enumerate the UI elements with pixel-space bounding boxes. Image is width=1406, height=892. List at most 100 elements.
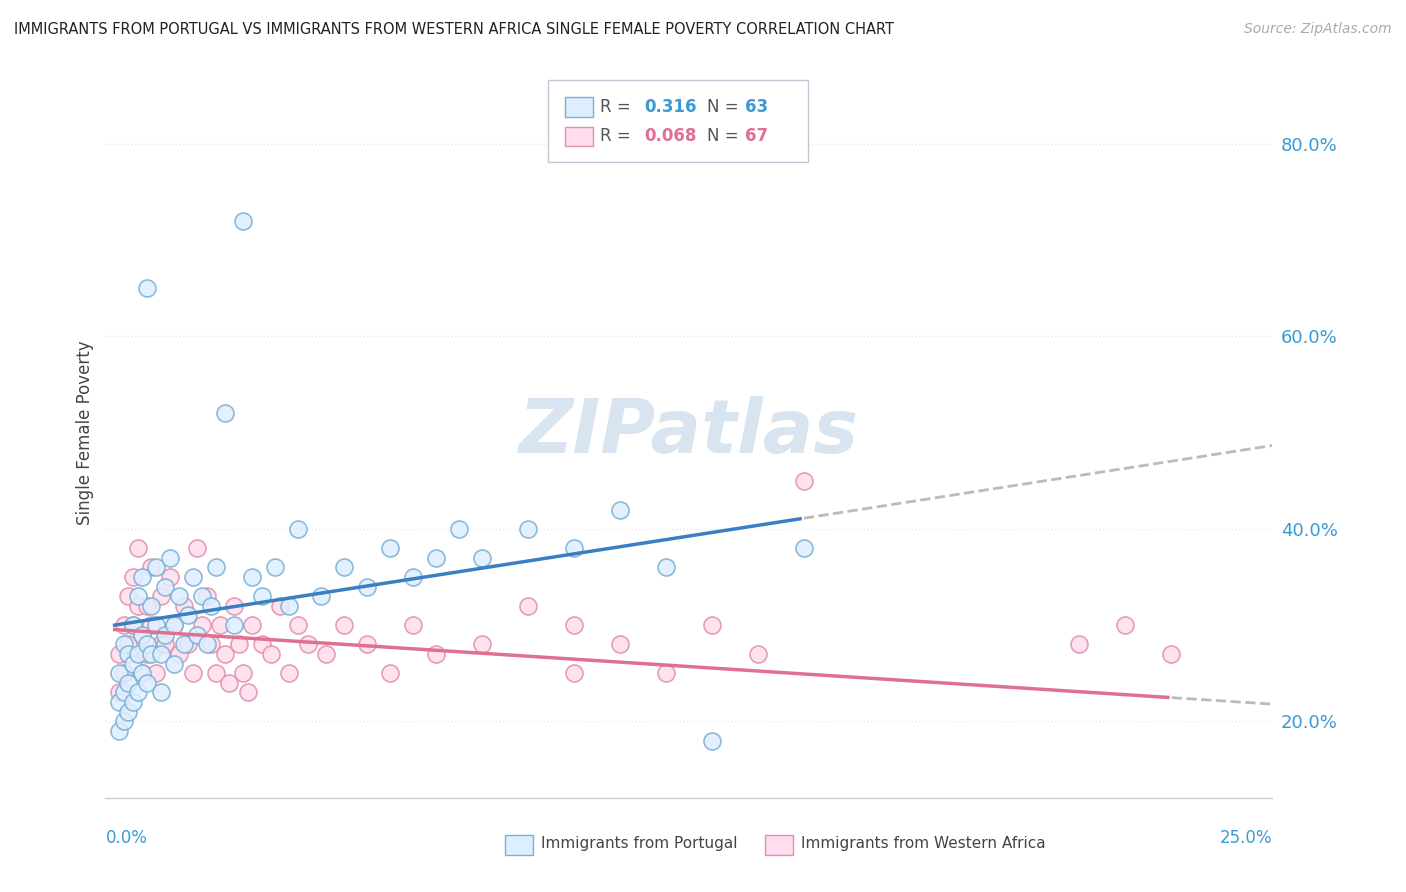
Point	[333, 618, 356, 632]
Point	[141, 647, 163, 661]
Point	[108, 666, 131, 681]
Text: 0.0%: 0.0%	[105, 830, 148, 847]
Point	[195, 637, 218, 651]
Point	[311, 589, 333, 603]
Point	[153, 580, 176, 594]
Point	[122, 618, 145, 632]
Point	[153, 628, 176, 642]
Point	[209, 618, 232, 632]
Point	[425, 550, 447, 565]
Point	[356, 580, 378, 594]
Point	[135, 599, 157, 613]
Point	[117, 637, 139, 651]
Point	[145, 618, 167, 632]
Point	[149, 647, 172, 661]
Point	[159, 550, 181, 565]
Point	[108, 685, 131, 699]
Text: ZIPatlas: ZIPatlas	[519, 396, 859, 469]
Point	[191, 589, 214, 603]
Point	[127, 541, 149, 555]
Point	[305, 811, 328, 825]
Text: N =: N =	[707, 98, 744, 116]
Point	[260, 647, 283, 661]
Text: 67: 67	[745, 128, 768, 145]
Point	[380, 666, 402, 681]
Point	[159, 570, 181, 584]
Point	[186, 628, 208, 642]
Point	[173, 637, 195, 651]
Point	[112, 618, 135, 632]
Point	[131, 666, 153, 681]
Point	[700, 618, 723, 632]
Point	[402, 570, 425, 584]
Point	[122, 570, 145, 584]
Point	[145, 560, 167, 574]
Point	[141, 599, 163, 613]
Point	[517, 599, 540, 613]
Text: 25.0%: 25.0%	[1220, 830, 1272, 847]
Point	[108, 695, 131, 709]
Point	[517, 522, 540, 536]
Point	[122, 618, 145, 632]
Point	[191, 618, 214, 632]
Point	[1160, 647, 1182, 661]
Point	[700, 733, 723, 747]
Point	[112, 637, 135, 651]
Y-axis label: Single Female Poverty: Single Female Poverty	[76, 341, 94, 524]
Text: 0.068: 0.068	[644, 128, 696, 145]
Point	[131, 666, 153, 681]
Point	[402, 618, 425, 632]
Point	[278, 666, 301, 681]
Point	[135, 281, 157, 295]
Point	[1022, 811, 1045, 825]
Point	[112, 666, 135, 681]
Point	[177, 637, 200, 651]
Point	[269, 599, 291, 613]
Point	[141, 618, 163, 632]
Point	[149, 589, 172, 603]
Point	[562, 666, 585, 681]
Point	[127, 589, 149, 603]
Point	[204, 560, 226, 574]
Point	[122, 657, 145, 671]
Point	[609, 637, 631, 651]
Point	[214, 406, 236, 420]
Point	[297, 637, 319, 651]
Point	[380, 541, 402, 555]
Point	[315, 647, 337, 661]
Point	[131, 570, 153, 584]
Point	[471, 550, 494, 565]
Point	[1069, 637, 1091, 651]
Point	[167, 647, 190, 661]
Point	[122, 695, 145, 709]
Text: N =: N =	[707, 128, 744, 145]
Point	[141, 560, 163, 574]
Point	[112, 685, 135, 699]
Point	[131, 628, 153, 642]
Point	[793, 474, 815, 488]
Point	[425, 647, 447, 661]
Point	[214, 647, 236, 661]
Point	[117, 676, 139, 690]
Point	[200, 637, 222, 651]
Point	[127, 647, 149, 661]
Point	[186, 541, 208, 555]
Point	[287, 618, 309, 632]
Point	[287, 522, 309, 536]
Point	[167, 589, 190, 603]
Point	[655, 666, 678, 681]
Point	[127, 685, 149, 699]
Point	[793, 541, 815, 555]
Point	[200, 599, 222, 613]
Point	[609, 502, 631, 516]
Point	[562, 541, 585, 555]
Point	[931, 811, 953, 825]
Point	[163, 657, 186, 671]
Point	[655, 560, 678, 574]
Point	[471, 637, 494, 651]
Point	[149, 637, 172, 651]
Point	[135, 647, 157, 661]
Point	[181, 570, 204, 584]
Point	[131, 628, 153, 642]
Point	[218, 676, 240, 690]
